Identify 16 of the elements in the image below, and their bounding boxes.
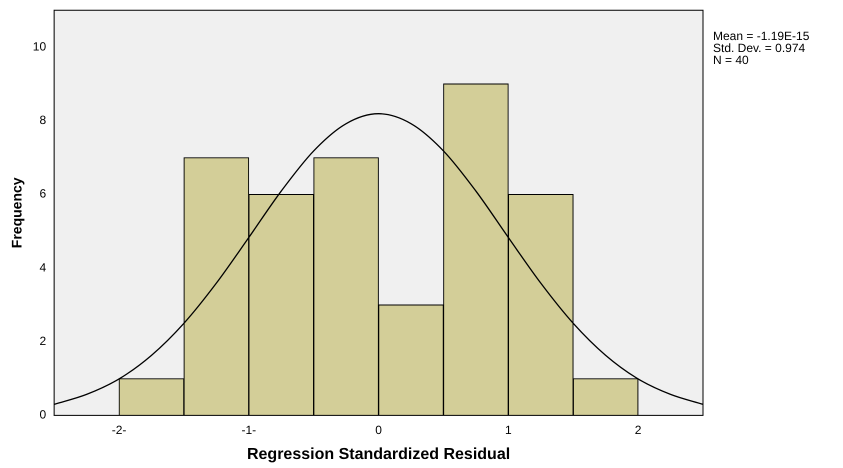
text: N = 40 xyxy=(713,53,750,67)
y-tick-label: 0 xyxy=(39,408,46,422)
y-tick-label: 10 xyxy=(32,39,46,54)
x-tick-label: 1 xyxy=(505,422,512,437)
y-tick-label: 8 xyxy=(39,113,46,128)
x-tick-label: 2 xyxy=(634,422,642,437)
y-tick-label: 6 xyxy=(39,186,46,201)
x-tick-label: 0 xyxy=(375,422,382,437)
x-axis-title: Regression Standardized Residual xyxy=(246,446,510,463)
y-axis-title: Frequency xyxy=(8,177,24,248)
text: Mean = -1.19E-15 xyxy=(713,29,810,43)
x-tick-label: -2- xyxy=(112,422,126,437)
y-tick-label: 4 xyxy=(39,260,46,274)
x-tick-label: -1- xyxy=(241,422,256,437)
text: Std. Dev. = 0.974 xyxy=(713,41,806,55)
y-tick-label: 2 xyxy=(39,334,46,348)
